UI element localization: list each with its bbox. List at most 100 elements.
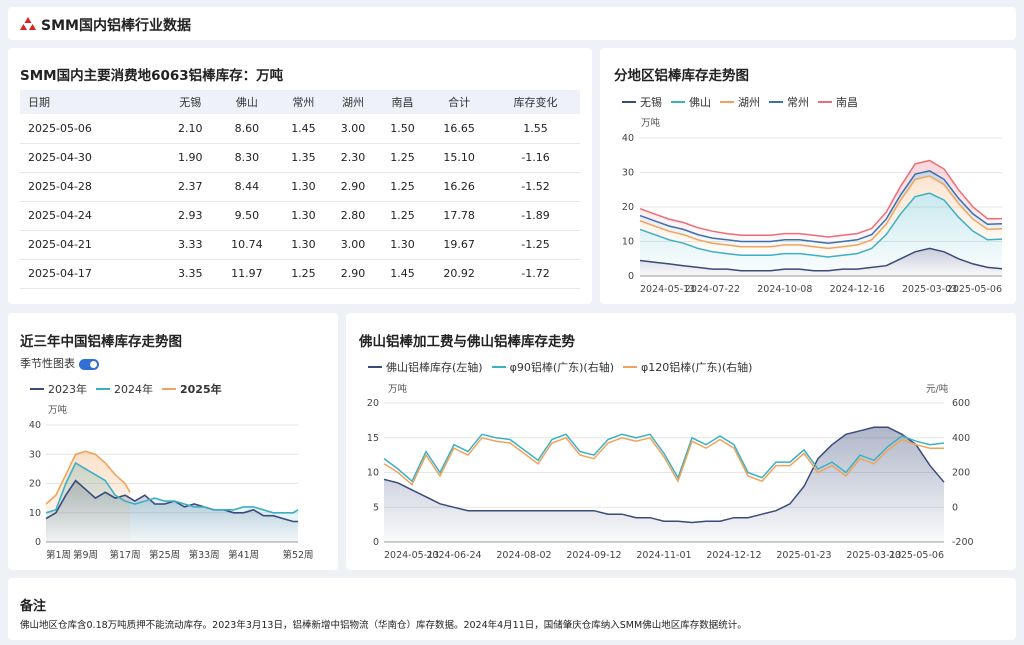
foshan-chart-legend[interactable]: 佛山铝棒库存(左轴) φ90铝棒(广东)(右轴) φ120铝棒(广东)(右轴) [368,359,761,375]
x-tick-label: 2024-11-01 [636,550,691,561]
legend-item[interactable]: 2024年 [96,381,153,397]
table-cell: 1.25 [377,201,428,231]
note-card: 备注 佛山地区仓库含0.18万吨质押不能流动库存。2023年3月13日，铝棒新增… [8,578,1016,640]
series-area [640,248,1002,276]
y-tick-label: 0 [628,271,634,282]
legend-item[interactable]: 佛山 [671,94,711,110]
x-tick-label: 第9周 [73,549,98,561]
table-cell: 1.90 [165,143,215,173]
foshan-chart-plot: 0 5 10 15 20 -200 0 200 400 600 2024-05-132024-06-… [367,398,974,561]
table-cell: 2.90 [328,259,378,289]
legend-swatch [671,101,685,103]
legend-swatch [162,388,176,390]
table-cell: 17.78 [427,201,491,231]
legend-item[interactable]: 常州 [769,94,809,110]
y-tick-label: 20 [29,479,41,490]
legend-item[interactable]: 佛山铝棒库存(左轴) [368,359,483,375]
column-header: 日期 [28,96,50,109]
seasonal-toggle[interactable]: 季节性图表 [20,355,99,371]
table-row: 2025-04-17 3.35 11.97 1.25 2.90 1.45 20.92 -1.7… [20,259,580,289]
legend-item[interactable]: 无锡 [622,94,662,110]
seasonal-chart-title: 近三年中国铝棒库存走势图 [20,334,182,350]
table-cell: 1.25 [377,143,428,173]
table-cell: 8.44 [214,172,279,202]
series-line [639,247,1003,272]
table-cell: 16.26 [427,172,491,202]
y-tick-label: 40 [622,133,634,144]
legend-swatch [818,101,832,103]
series-line [639,170,1003,244]
table-cell: -1.16 [490,143,580,173]
x-tick-label: 第52周 [282,549,313,561]
x-tick-label: 2024-10-08 [757,284,812,295]
table-cell: 2025-04-28 [20,172,166,202]
series-area [640,193,1002,271]
legend-item[interactable]: 2025年 [162,381,222,397]
legend-item[interactable]: φ120铝棒(广东)(右轴) [623,359,752,375]
table-cell: 8.30 [214,143,279,173]
legend-swatch [491,366,506,368]
foshan-right-unit: 元/吨 [926,384,949,395]
series-line [639,175,1003,250]
seasonal-chart-legend[interactable]: 2023年 2024年 2025年 [30,381,231,397]
seasonal-toggle-label: 季节性图表 [20,357,75,370]
x-tick-label: 第17周 [110,549,141,561]
regional-chart-legend[interactable]: 无锡 佛山 湖州 常州 南昌 [622,94,867,110]
legend-item[interactable]: 2023年 [30,381,87,397]
legend-item[interactable]: φ90铝棒(广东)(右轴) [491,359,615,375]
x-tick-label: 第33周 [189,549,220,561]
table-cell: 19.67 [427,230,491,260]
seasonal-chart-card: 近三年中国铝棒库存走势图 季节性图表 2023年 2024年 2025年 万吨 0 1… [8,313,338,570]
table-cell: 2025-04-30 [20,143,166,173]
y-tick-label: 10 [29,508,41,519]
legend-label: φ120铝棒(广东)(右轴) [641,361,753,374]
series-line [45,450,131,505]
legend-swatch [623,366,638,368]
right-y-tick-label: -200 [952,537,974,548]
table-cell: 20.92 [427,259,491,289]
x-tick-label: 第1周 [46,549,71,561]
table-cell: 1.35 [278,143,329,173]
table-cell: 3.33 [165,230,215,260]
column-header: 佛山 [235,96,258,109]
y-tick-label: 40 [29,420,41,431]
column-header: 无锡 [179,96,202,109]
table-cell: 2025-05-06 [20,114,166,144]
page-title: SMM国内铝棒行业数据 [41,18,191,34]
legend-swatch [769,101,783,103]
legend-label: 湖州 [738,96,760,109]
x-tick-label: 第41周 [228,549,259,561]
foshan-left-unit: 万吨 [388,384,408,395]
series-area [384,427,944,542]
table-cell: 2.90 [328,172,378,202]
column-header: 南昌 [391,96,414,109]
column-header: 合计 [448,96,471,109]
x-tick-label: 2024-07-22 [685,284,740,295]
table-cell: 1.45 [278,114,329,144]
foshan-chart-card: 佛山铝棒加工费与佛山铝棒库存走势 佛山铝棒库存(左轴) φ90铝棒(广东)(右轴)… [346,313,1016,570]
legend-label: φ90铝棒(广东)(右轴) [509,361,615,374]
legend-label: 2023年 [48,383,87,396]
legend-label: 南昌 [836,96,858,109]
series-area [640,176,1002,257]
legend-item[interactable]: 湖州 [720,94,760,110]
table-cell: 1.30 [377,230,428,260]
legend-label: 常州 [787,96,809,109]
table-cell: -1.52 [490,172,580,202]
y-tick-label: 30 [29,449,41,460]
note-text: 佛山地区仓库含0.18万吨质押不能流动库存。2023年3月13日，铝棒新增中铝物… [20,620,747,631]
legend-item[interactable]: 南昌 [818,94,858,110]
table-cell: 1.25 [377,172,428,202]
x-tick-label: 2025-05-06 [947,284,1002,295]
x-tick-label: 2024-08-02 [496,550,551,561]
table-cell: 1.50 [377,114,428,144]
table-cell: -1.25 [490,230,580,260]
table-cell: 2025-04-21 [20,230,166,260]
x-tick-label: 2024-12-16 [830,284,885,295]
y-tick-label: 30 [622,168,634,179]
table-cell: 16.65 [427,114,491,144]
table-cell: 1.30 [278,201,329,231]
inventory-table: 日期 无锡 佛山 常州 湖州 南昌 合计 库存变化 2025-05-06 2.10 8.60 1.4… [20,90,580,289]
seasonal-toggle-switch[interactable] [79,358,99,370]
inventory-table-card: SMM国内主要消费地6063铝棒库存：万吨 日期 无锡 佛山 常州 湖州 南昌 合计 库存变化… [8,48,592,304]
